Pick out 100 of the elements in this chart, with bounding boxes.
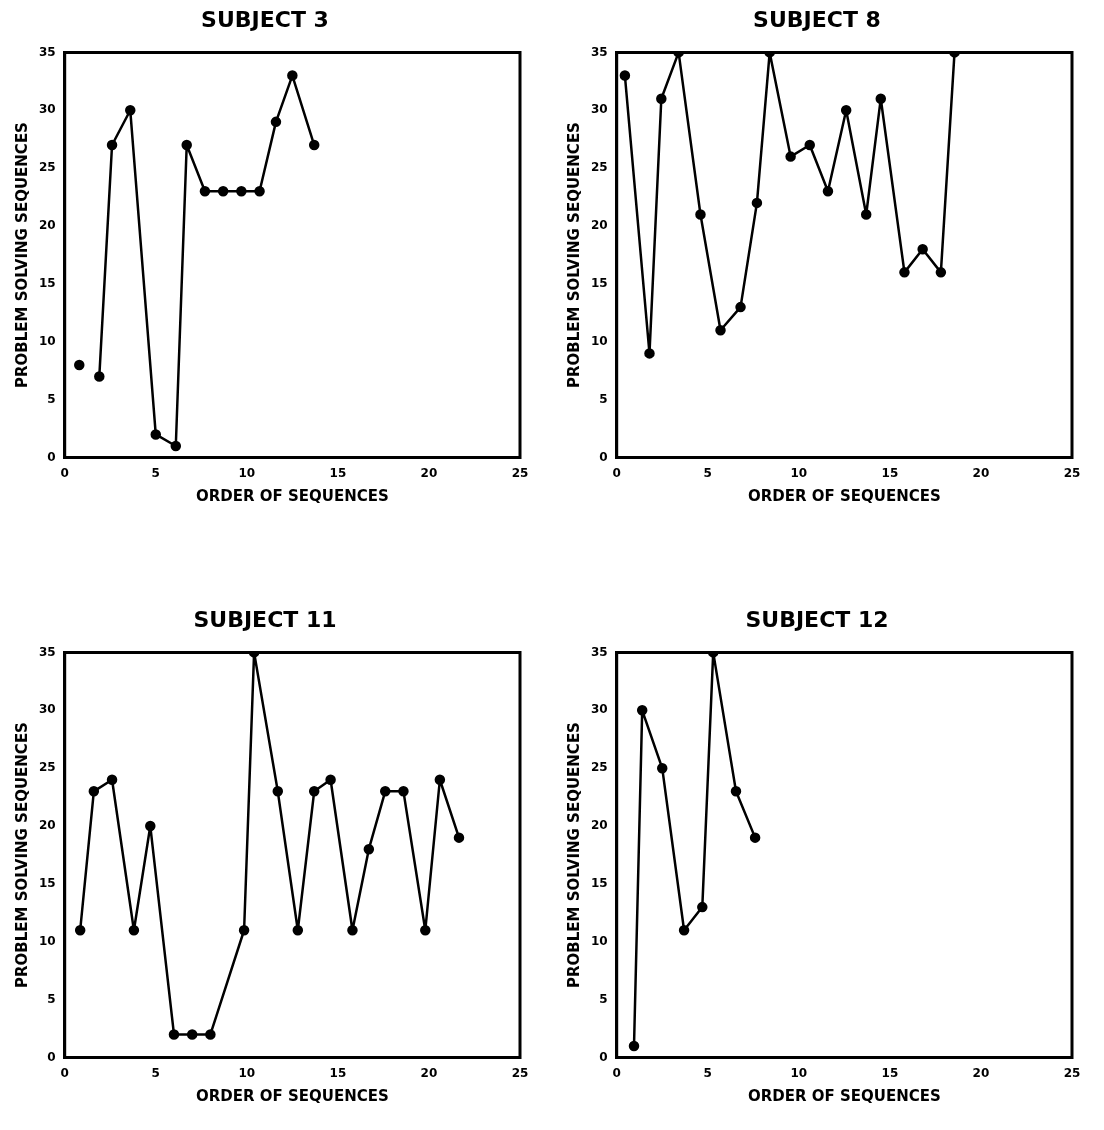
- y-tick-label: 25: [591, 760, 608, 775]
- point: [199, 186, 211, 197]
- point: [74, 359, 85, 371]
- point: [308, 786, 320, 797]
- y-axis-title: PROBLEM SOLVING SEQUENCES: [12, 722, 31, 988]
- y-tick-label: 30: [39, 102, 56, 117]
- point: [695, 209, 706, 220]
- x-tick-label: 10: [790, 465, 808, 480]
- point: [697, 901, 708, 913]
- y-axis-title: PROBLEM SOLVING SEQUENCES: [12, 122, 31, 388]
- point: [217, 186, 229, 197]
- x-tick-label: 15: [329, 1065, 347, 1080]
- point: [715, 325, 726, 336]
- x-axis-title: ORDER OF SEQUENCES: [747, 1086, 941, 1105]
- x-tick-label: 0: [60, 465, 69, 480]
- y-tick-label: 10: [591, 933, 608, 948]
- y-tick-label: 25: [39, 760, 56, 775]
- y-tick-label: 0: [599, 1049, 608, 1064]
- point: [678, 925, 690, 936]
- x-tick-label: 0: [612, 465, 621, 480]
- point: [434, 774, 446, 785]
- point: [236, 186, 247, 197]
- y-tick-label: 10: [39, 933, 56, 948]
- point: [420, 925, 431, 936]
- x-tick-label: 10: [238, 465, 256, 480]
- point: [308, 139, 320, 151]
- x-axis-title: ORDER OF SEQUENCES: [195, 1086, 389, 1105]
- point: [347, 925, 358, 936]
- y-tick-label: 35: [591, 44, 608, 59]
- y-tick-label: 20: [39, 218, 56, 233]
- y-tick-label: 15: [39, 276, 56, 291]
- point: [254, 186, 265, 197]
- y-axis-title: PROBLEM SOLVING SEQUENCES: [564, 722, 583, 988]
- y-tick-label: 25: [591, 160, 608, 175]
- point: [186, 1029, 198, 1040]
- point: [125, 105, 136, 116]
- point: [94, 371, 105, 382]
- y-tick-label: 10: [39, 333, 56, 348]
- y-tick-label: 20: [591, 818, 608, 833]
- x-tick-label: 10: [790, 1065, 808, 1080]
- x-tick-label: 5: [703, 1065, 712, 1080]
- chart-title: SUBJECT 8: [753, 6, 881, 32]
- x-axis-title: ORDER OF SEQUENCES: [195, 486, 389, 505]
- point: [270, 116, 282, 128]
- x-tick-label: 5: [151, 465, 160, 480]
- x-axis-title: ORDER OF SEQUENCES: [747, 486, 941, 505]
- y-tick-label: 10: [591, 333, 608, 348]
- point: [181, 139, 192, 151]
- y-tick-label: 0: [599, 449, 608, 464]
- point: [619, 70, 631, 81]
- point: [170, 440, 182, 452]
- point: [804, 139, 815, 151]
- point: [325, 774, 336, 785]
- chart-title: SUBJECT 3: [201, 6, 329, 32]
- x-tick-label: 0: [60, 1065, 69, 1080]
- point: [272, 786, 284, 797]
- y-tick-label: 0: [47, 449, 56, 464]
- point: [128, 925, 140, 936]
- point: [735, 301, 746, 313]
- point: [875, 93, 887, 104]
- x-tick-label: 20: [972, 1065, 990, 1080]
- y-tick-label: 25: [39, 160, 56, 175]
- point: [398, 786, 409, 797]
- x-tick-label: 20: [420, 465, 438, 480]
- x-tick-label: 5: [151, 1065, 160, 1080]
- x-tick-label: 0: [612, 1065, 621, 1080]
- y-tick-label: 35: [591, 644, 608, 659]
- point: [379, 786, 391, 797]
- y-tick-label: 30: [591, 102, 608, 117]
- x-tick-label: 15: [881, 465, 899, 480]
- point: [636, 705, 648, 716]
- x-tick-label: 15: [329, 465, 347, 480]
- point: [292, 925, 304, 936]
- y-tick-label: 35: [39, 644, 56, 659]
- y-tick-label: 5: [599, 991, 608, 1006]
- point: [363, 843, 375, 855]
- chart-title: SUBJECT 12: [745, 606, 889, 632]
- x-tick-label: 25: [1063, 1065, 1081, 1080]
- y-tick-label: 35: [39, 44, 56, 59]
- point: [917, 243, 928, 255]
- y-tick-label: 0: [47, 1049, 56, 1064]
- x-tick-label: 20: [420, 1065, 438, 1080]
- x-tick-label: 15: [881, 1065, 899, 1080]
- point: [656, 93, 667, 104]
- point: [656, 762, 668, 774]
- point: [730, 786, 742, 797]
- y-tick-label: 15: [39, 876, 56, 891]
- point: [644, 348, 655, 359]
- x-tick-label: 10: [238, 1065, 256, 1080]
- point: [749, 832, 761, 843]
- point: [205, 1029, 216, 1040]
- point: [106, 139, 118, 151]
- x-tick-label: 5: [703, 465, 712, 480]
- y-tick-label: 5: [599, 391, 608, 406]
- point: [628, 1040, 640, 1052]
- point: [840, 105, 852, 116]
- x-tick-label: 25: [511, 465, 529, 480]
- point: [287, 70, 298, 81]
- y-tick-label: 15: [591, 876, 608, 891]
- point: [88, 786, 100, 797]
